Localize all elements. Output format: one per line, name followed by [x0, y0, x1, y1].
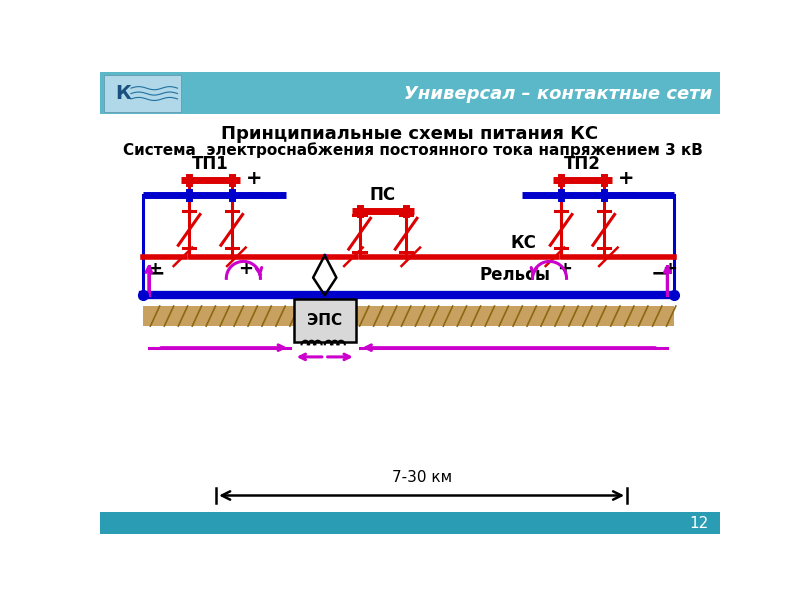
- Bar: [100, 512, 720, 534]
- Text: +: +: [662, 260, 677, 278]
- Bar: [142, 306, 674, 326]
- Text: +: +: [558, 260, 573, 278]
- Text: ПС: ПС: [370, 186, 396, 204]
- Text: Рельсы: Рельсы: [480, 266, 550, 284]
- Text: −: −: [146, 264, 165, 284]
- Text: −: −: [618, 184, 636, 203]
- Text: +: +: [238, 260, 253, 278]
- Text: +: +: [246, 169, 262, 188]
- Bar: [104, 75, 182, 112]
- Text: −: −: [651, 264, 670, 284]
- Text: ЭПС: ЭПС: [307, 313, 342, 328]
- Text: +: +: [146, 260, 162, 278]
- Text: Универсал – контактные сети: Универсал – контактные сети: [404, 85, 712, 103]
- Text: −: −: [246, 184, 264, 203]
- Text: КС: КС: [510, 234, 537, 252]
- Text: +: +: [618, 169, 634, 188]
- Text: 12: 12: [689, 516, 708, 531]
- Text: ТП2: ТП2: [564, 155, 601, 173]
- Text: ТП1: ТП1: [192, 155, 229, 173]
- Text: К: К: [115, 84, 131, 103]
- Bar: [100, 72, 720, 115]
- Text: Система  электроснабжения постоянного тока напряжением 3 кВ: Система электроснабжения постоянного ток…: [123, 143, 703, 158]
- Text: 7-30 км: 7-30 км: [391, 470, 452, 485]
- Text: Принципиальные схемы питания КС: Принципиальные схемы питания КС: [222, 125, 598, 143]
- Bar: [294, 299, 356, 341]
